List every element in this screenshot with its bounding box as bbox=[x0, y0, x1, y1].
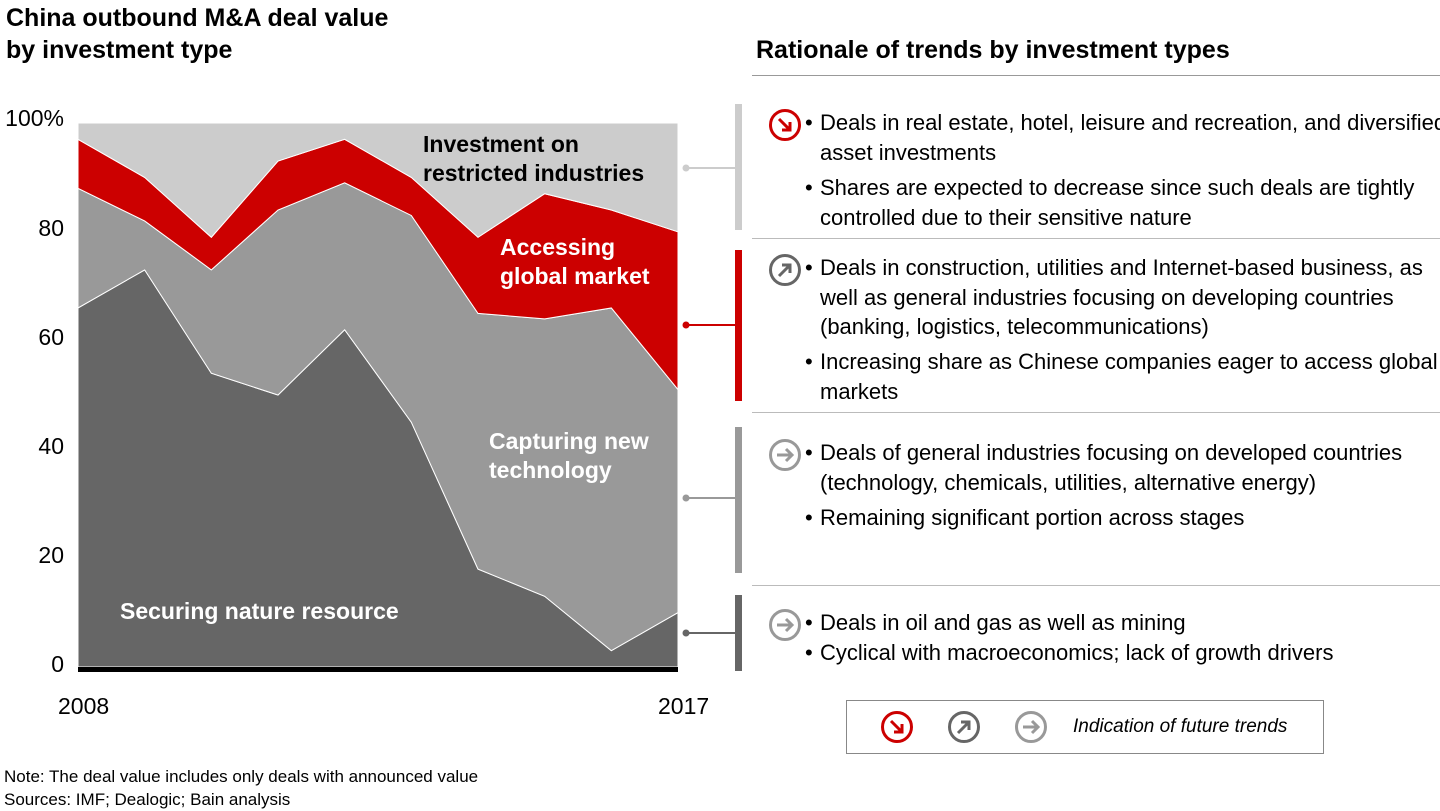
y-tick-label: 60 bbox=[38, 324, 64, 350]
note: Note: The deal value includes only deals… bbox=[4, 767, 479, 786]
bullet: Deals in real estate, hotel, leisure and… bbox=[805, 108, 1440, 167]
section-bar-tech bbox=[735, 427, 742, 573]
arrow-right-circle-icon bbox=[769, 609, 801, 641]
bullet: Deals in oil and gas as well as mining bbox=[805, 608, 1440, 638]
connector-dot bbox=[682, 164, 690, 172]
arrow-up-right-circle-icon bbox=[769, 254, 801, 286]
series-label-tech: Capturing new technology bbox=[489, 428, 649, 483]
rationale-title: Rationale of trends by investment types bbox=[756, 36, 1230, 64]
x-tick-label: 2017 bbox=[658, 693, 710, 719]
series-label-resource: Securing nature resource bbox=[120, 598, 399, 624]
arrow-right-circle-icon bbox=[1015, 711, 1047, 743]
area-restricted-industries bbox=[77, 122, 679, 238]
connector-dot bbox=[682, 494, 690, 502]
chart-title-line: China outbound M&A deal value bbox=[6, 4, 389, 32]
bullet: Deals of general industries focusing on … bbox=[805, 438, 1440, 497]
y-tick-label: 20 bbox=[38, 542, 64, 568]
trend-legend: Indication of future trends bbox=[846, 700, 1324, 754]
bullet: Cyclical with macroeconomics; lack of gr… bbox=[805, 638, 1440, 668]
chart-title: China outbound M&A deal value by investme… bbox=[6, 2, 388, 66]
section-bar-resource bbox=[735, 595, 742, 671]
sources: Sources: IMF; Dealogic; Bain analysis bbox=[4, 790, 291, 809]
bullet: Shares are expected to decrease since su… bbox=[805, 173, 1440, 232]
series-label-market: Accessing global market bbox=[500, 234, 650, 289]
y-tick-label: 0 bbox=[51, 651, 64, 677]
connector-dot bbox=[682, 629, 690, 637]
chart-title-line: by investment type bbox=[6, 36, 233, 64]
title-divider bbox=[752, 75, 1440, 76]
bullet: Remaining significant portion across sta… bbox=[805, 503, 1440, 533]
y-tick-label: 100% bbox=[5, 105, 64, 131]
y-tick-label: 80 bbox=[38, 215, 64, 241]
section-divider bbox=[752, 238, 1440, 239]
y-tick-label: 40 bbox=[38, 433, 64, 459]
arrow-down-right-circle-icon bbox=[769, 109, 801, 141]
bullet: Deals in construction, utilities and Int… bbox=[805, 253, 1440, 342]
section-bar-market bbox=[735, 250, 742, 401]
arrow-down-right-circle-icon bbox=[881, 711, 913, 743]
connector-dot bbox=[682, 321, 690, 329]
section-divider bbox=[752, 585, 1440, 586]
arrow-up-right-circle-icon bbox=[948, 711, 980, 743]
arrow-right-circle-icon bbox=[769, 439, 801, 471]
area-chart bbox=[77, 122, 735, 672]
section-divider bbox=[752, 412, 1440, 413]
x-tick-label: 2008 bbox=[58, 693, 110, 719]
legend-label: Indication of future trends bbox=[1073, 716, 1288, 737]
bullet: Increasing share as Chinese companies ea… bbox=[805, 347, 1440, 406]
x-axis-baseline bbox=[78, 667, 678, 672]
footnote: Note: The deal value includes only deals… bbox=[4, 765, 478, 811]
series-label-restricted: Investment on restricted industries bbox=[423, 131, 645, 186]
section-bar-restricted bbox=[735, 104, 742, 230]
